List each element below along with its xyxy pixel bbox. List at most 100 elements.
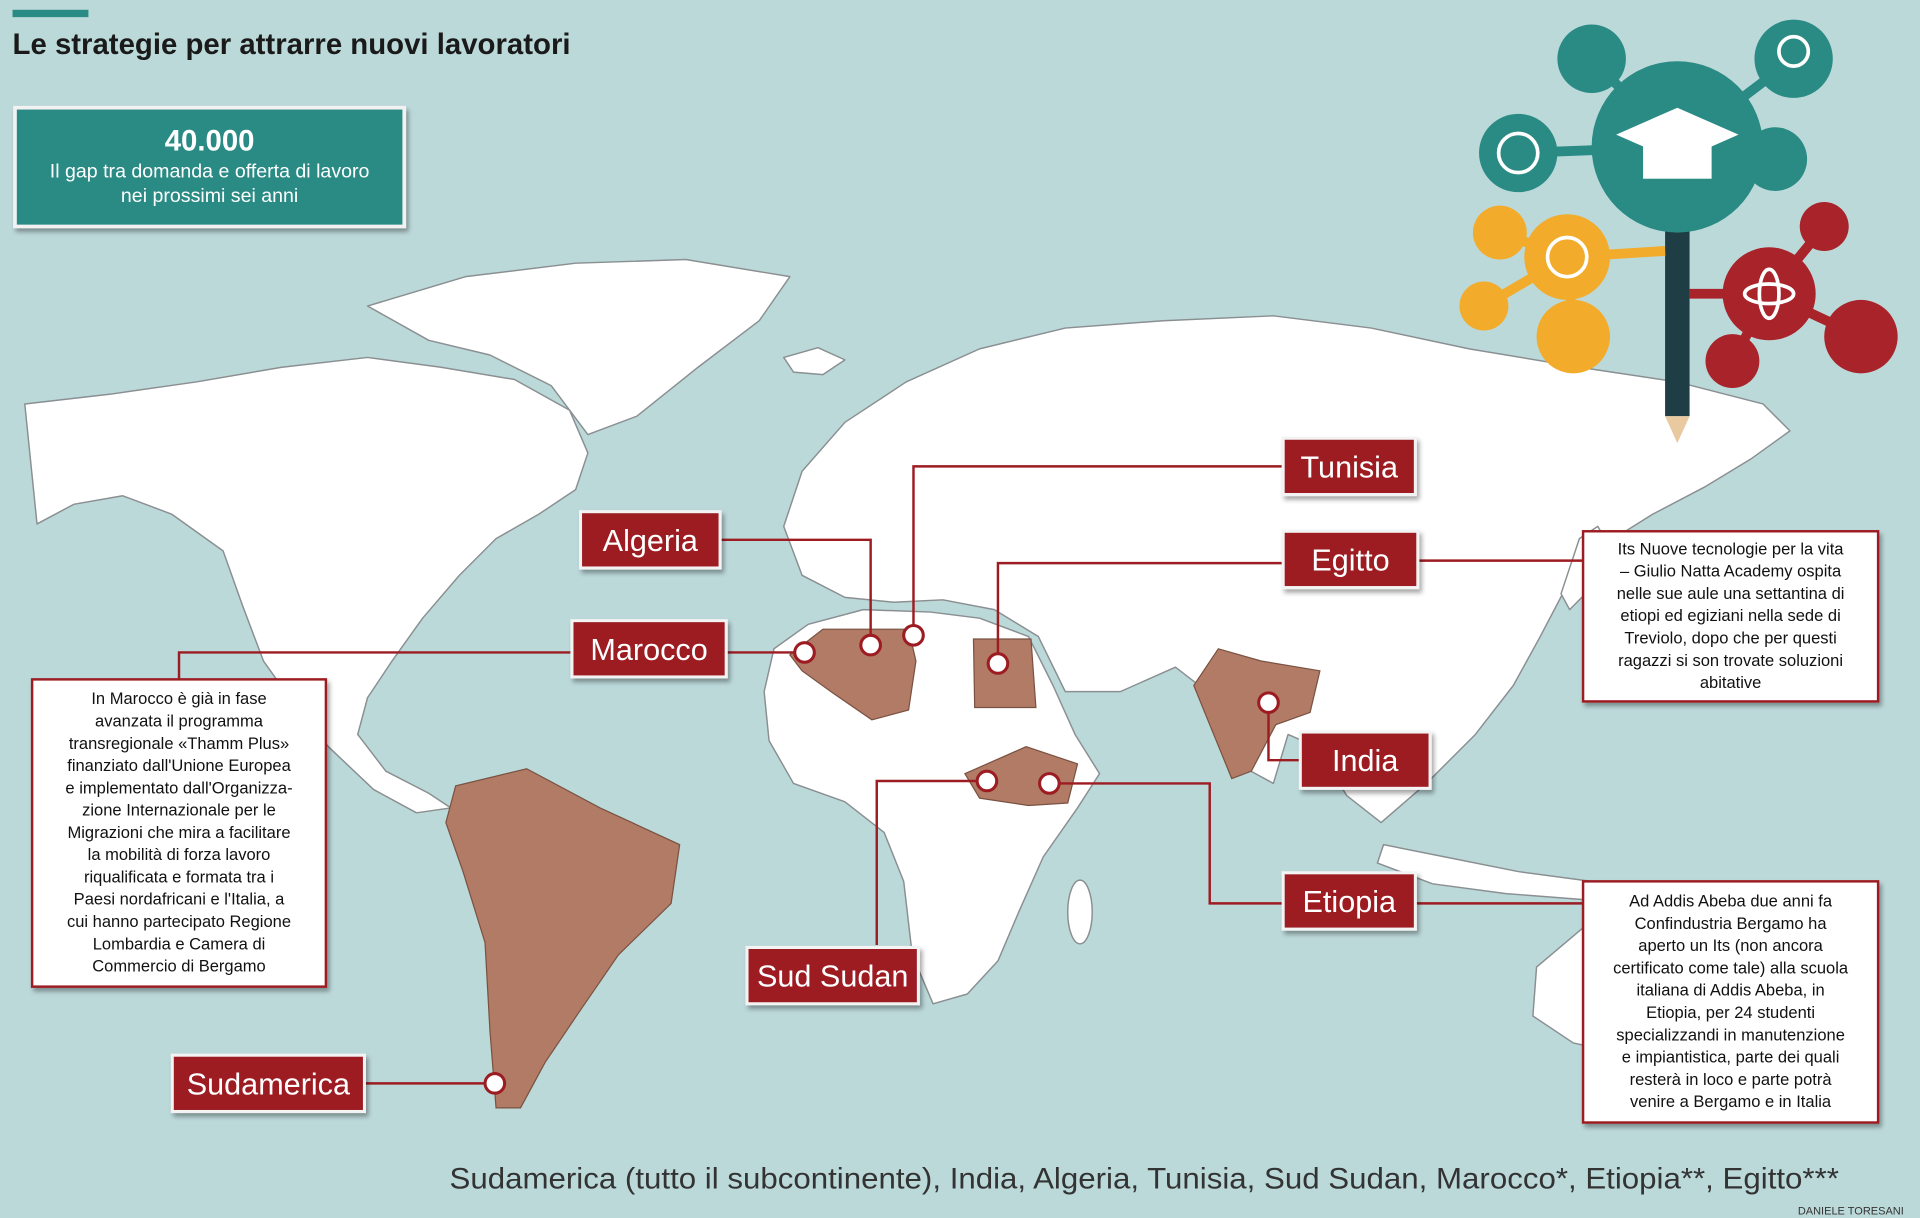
pencil-tip xyxy=(1665,416,1690,444)
note-text: finanziato dall'Unione Europea xyxy=(67,756,291,775)
palette-glyph xyxy=(1545,235,1589,279)
cap-base xyxy=(1643,144,1712,179)
note-box: Ad Addis Abeba due anni fa Confindustria … xyxy=(1581,880,1880,1124)
india xyxy=(1193,648,1321,780)
country-label: Tunisia xyxy=(1281,436,1417,497)
country-label: Etiopia xyxy=(1281,871,1417,931)
icon-circle xyxy=(1722,247,1816,341)
country-label: India xyxy=(1298,730,1432,790)
note-text: In Marocco è già in fase xyxy=(91,689,266,708)
note-text: certificato come tale) alla scuola xyxy=(1613,958,1849,977)
label-text: India xyxy=(1332,744,1399,778)
note-text: Ad Addis Abeba due anni fa xyxy=(1629,892,1833,911)
north-america xyxy=(24,356,589,814)
icon-circle xyxy=(1479,113,1558,193)
note-text: e implementato dall'Organizza- xyxy=(65,778,292,797)
note-text: aperto un Its (non ancora xyxy=(1638,936,1823,955)
note-text: Lombardia e Camera di xyxy=(93,934,266,953)
note-text: Its Nuove tecnologie per la vita xyxy=(1618,539,1845,558)
leader-lines xyxy=(177,465,1584,1095)
label-text: Sud Sudan xyxy=(757,960,908,994)
bulb-glyph xyxy=(1777,34,1811,68)
icon-circle xyxy=(1824,299,1898,374)
icon-circle xyxy=(1536,299,1611,374)
location-dot xyxy=(902,623,925,647)
icon-circle xyxy=(1557,24,1626,94)
notes: In Marocco è già in fase avanzata il prog… xyxy=(30,530,1880,1124)
note-text: zione Internazionale per le xyxy=(82,801,276,820)
note-text: avanzata il programma xyxy=(95,712,264,731)
stat-box-bg xyxy=(13,105,407,229)
note-text: – Giulio Natta Academy ospita xyxy=(1620,562,1842,581)
note-text: Etiopia, per 24 studenti xyxy=(1646,1003,1815,1022)
note-text: e impiantistica, parte dei quali xyxy=(1622,1048,1840,1067)
education-icon xyxy=(1459,19,1898,444)
note-text: abitative xyxy=(1700,673,1762,692)
label-bg xyxy=(745,945,920,1006)
icon-circle xyxy=(1754,19,1833,98)
note-text: Commercio di Bergamo xyxy=(92,957,265,976)
note-text: nelle sue aule una settantina di xyxy=(1617,584,1845,603)
leader-line xyxy=(1267,702,1301,762)
country-label: Egitto xyxy=(1281,529,1420,590)
note-bg xyxy=(1581,530,1880,703)
footer: Sudamerica (tutto il subcontinente), Ind… xyxy=(450,1163,1839,1196)
location-dot xyxy=(483,1072,507,1095)
globe-glyph xyxy=(1496,131,1540,175)
country-labels: Tunisia Algeria Egitto Marocco India Etiopia S… xyxy=(170,436,1432,1114)
title-bar xyxy=(12,9,89,18)
leader-line xyxy=(177,651,571,680)
greenland xyxy=(366,258,791,436)
note-text: venire a Bergamo e in Italia xyxy=(1630,1092,1832,1111)
stat-text: Il gap tra domanda e offerta di lavoro xyxy=(50,160,370,182)
icon-circle xyxy=(1705,334,1760,389)
stat-value: 40.000 xyxy=(165,125,255,158)
leader-line xyxy=(996,561,1284,664)
atom-glyph xyxy=(1742,282,1796,306)
note-bg xyxy=(1581,880,1880,1124)
note-box: In Marocco è già in fase avanzata il prog… xyxy=(30,678,328,988)
label-text: Etiopia xyxy=(1302,885,1397,919)
label-bg xyxy=(578,510,722,570)
country-label: Algeria xyxy=(578,510,722,570)
note-text: Migrazioni che mira a facilitare xyxy=(67,823,290,842)
location-dot xyxy=(975,769,999,793)
stat-text: nei prossimi sei anni xyxy=(121,185,298,207)
country-label: Sud Sudan xyxy=(745,945,920,1006)
egypt xyxy=(972,638,1037,709)
leader-line xyxy=(875,779,987,946)
location-dot xyxy=(986,652,1010,675)
south-america xyxy=(445,768,681,1109)
atom-glyph xyxy=(1757,267,1781,321)
note-bg xyxy=(30,678,328,988)
note-text: riqualificata e formata tra i xyxy=(84,867,274,886)
label-bg xyxy=(1298,730,1432,790)
credit: DANIELE TORESANI xyxy=(1798,1205,1904,1217)
leader-line xyxy=(1049,782,1284,905)
title: Le strategie per attrarre nuovi lavorato… xyxy=(13,28,571,61)
madagascar xyxy=(1066,879,1093,945)
note-text: cui hanno partecipato Regione xyxy=(67,912,291,931)
note-text: Treviolo, dopo che per questi xyxy=(1624,629,1836,648)
morocco-algeria xyxy=(788,628,917,721)
label-text: Algeria xyxy=(603,524,699,558)
label-bg xyxy=(1281,436,1417,497)
location-dot xyxy=(1257,691,1280,714)
note-text: italiana di Addis Abeba, in xyxy=(1636,981,1824,1000)
iceland xyxy=(782,346,846,376)
label-text: Egitto xyxy=(1311,543,1389,577)
note-box: Its Nuove tecnologie per la vita – Giulio… xyxy=(1581,530,1880,703)
location-dot xyxy=(859,633,882,657)
label-bg xyxy=(1281,529,1420,590)
icon-circle xyxy=(1743,127,1808,191)
label-text: Marocco xyxy=(590,633,707,667)
leader-line xyxy=(912,465,1284,636)
location-dot xyxy=(1038,772,1061,795)
note-text: transregionale «Thamm Plus» xyxy=(69,734,289,753)
note-text: specializzandi in manutenzione xyxy=(1616,1025,1845,1044)
icon-circle xyxy=(1459,281,1509,331)
country-label: Sudamerica xyxy=(170,1053,366,1114)
note-text: ragazzi si son trovate soluzioni xyxy=(1618,651,1843,670)
